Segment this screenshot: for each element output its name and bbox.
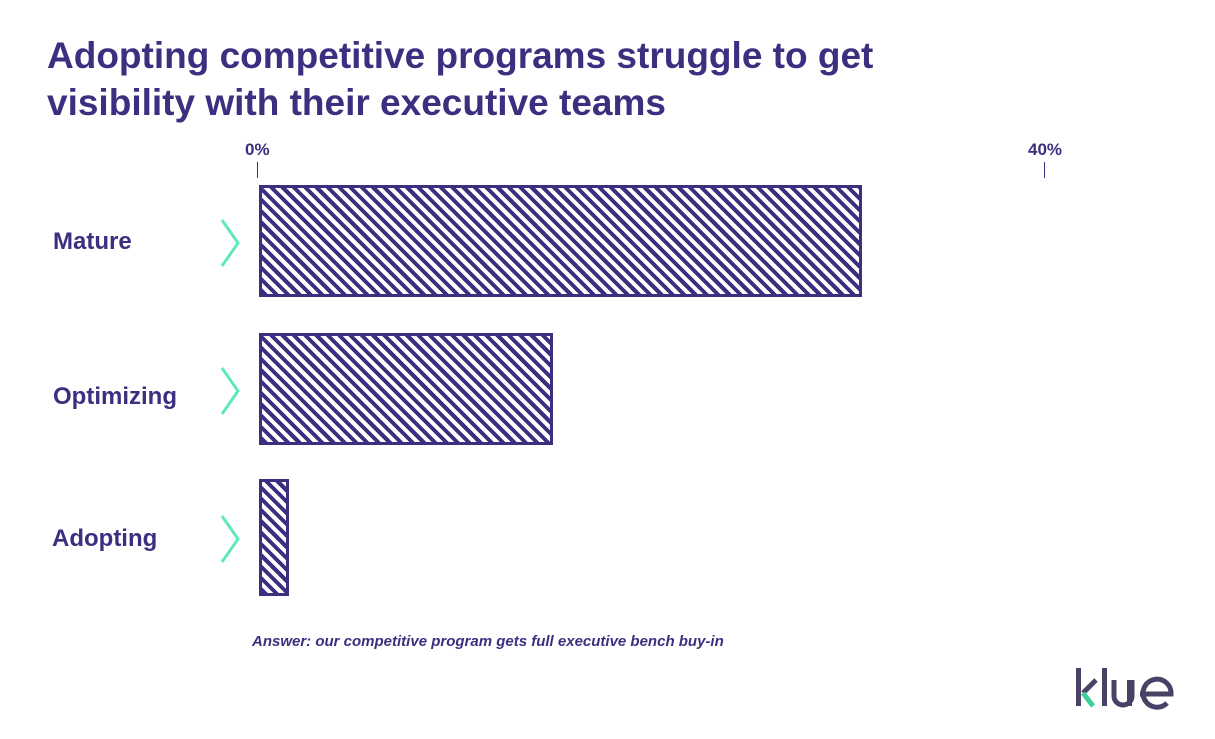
category-label-mature: Mature [53, 228, 132, 255]
chart-title: Adopting competitive programs struggle t… [47, 35, 874, 123]
chevron-right-icon [220, 367, 240, 415]
bar-optimizing [259, 333, 553, 445]
bar-adopting [259, 479, 289, 596]
chevron-right-icon [220, 219, 240, 267]
chart-footnote: Answer: our competitive program gets ful… [252, 633, 724, 650]
x-tick-0: 0% [245, 140, 270, 159]
chevron-right-icon [220, 515, 240, 563]
x-tick-40: 40% [1028, 140, 1063, 159]
x-tick-mark-0 [257, 162, 258, 178]
klue-logo [1076, 668, 1174, 710]
category-label-adopting: Adopting [52, 525, 158, 552]
category-label-optimizing: Optimizing [53, 383, 177, 410]
x-tick-mark-40 [1044, 162, 1045, 178]
bar-mature [259, 185, 862, 297]
